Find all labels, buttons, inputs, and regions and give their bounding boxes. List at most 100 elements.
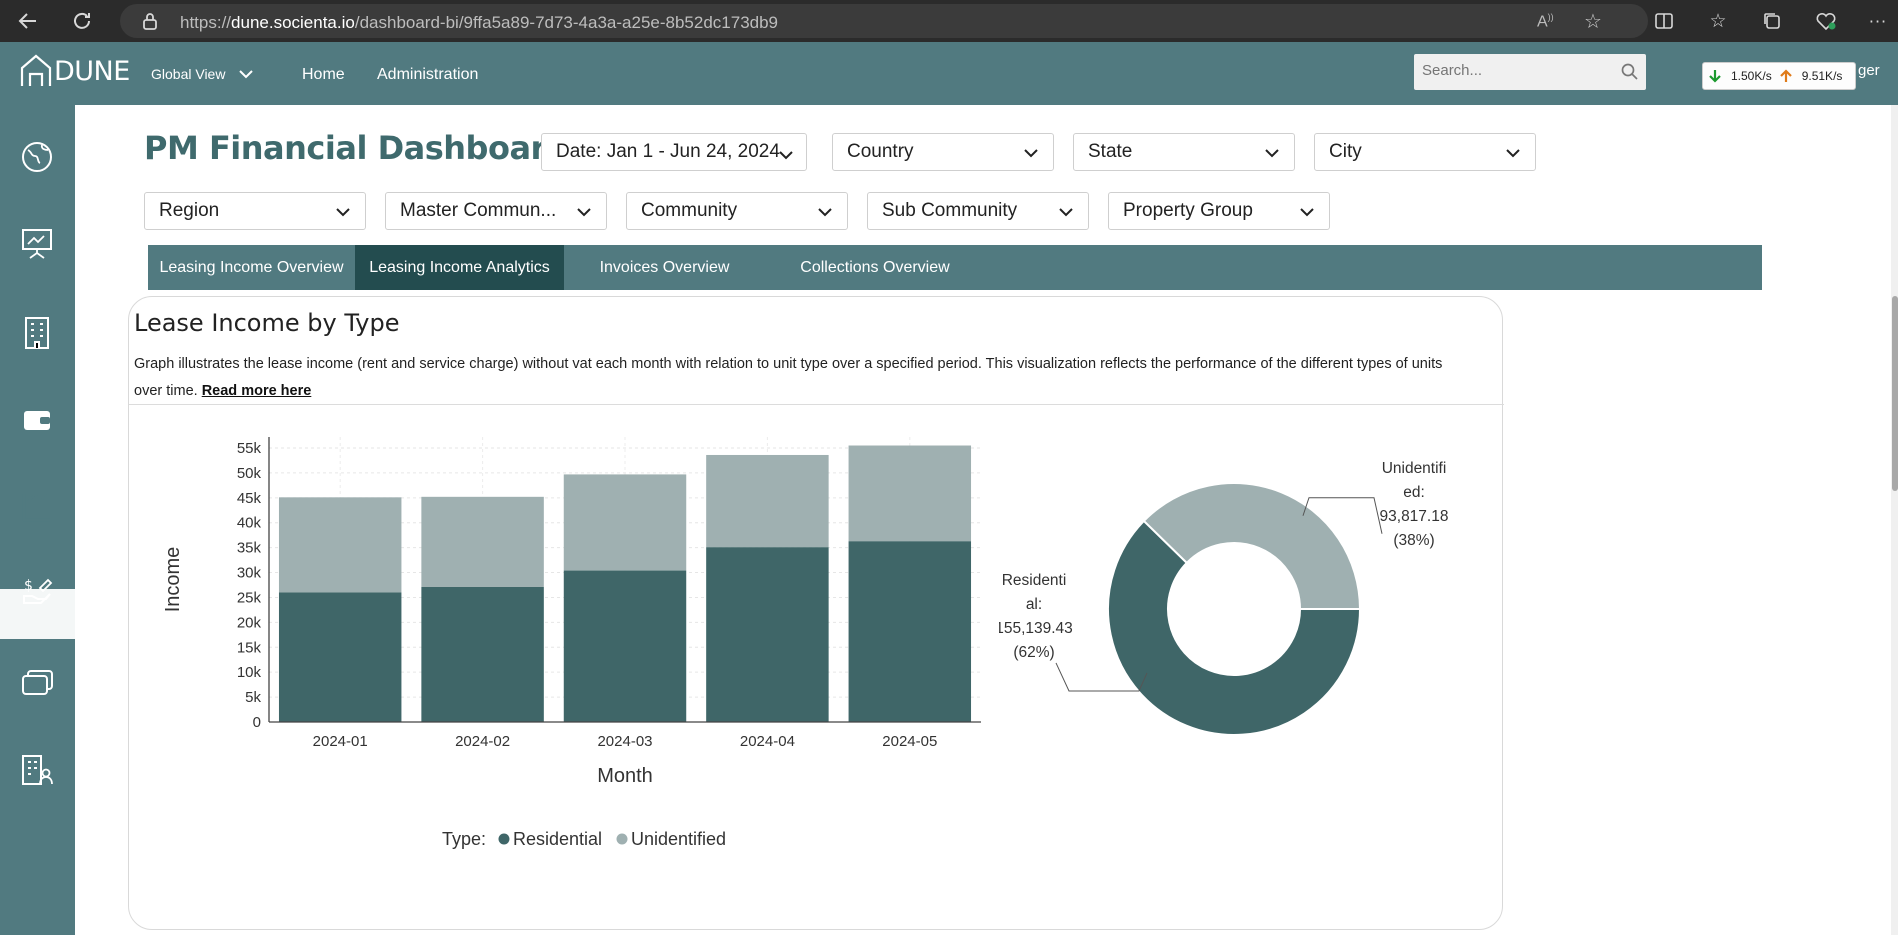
more-options-icon[interactable]: ··· — [1868, 11, 1888, 31]
leader-line-residential — [1055, 662, 1148, 692]
chevron-down-icon — [1300, 208, 1314, 217]
x-tick-label: 2024-05 — [882, 733, 937, 750]
read-aloud-icon[interactable]: A)) — [1537, 12, 1554, 31]
community-filter-label: Community — [641, 200, 738, 221]
chevron-down-icon — [779, 151, 793, 160]
nav-home[interactable]: Home — [302, 66, 345, 83]
x-tick-label: 2024-01 — [313, 733, 368, 750]
chevron-down-icon — [1059, 208, 1073, 217]
country-filter[interactable]: Country — [832, 133, 1054, 171]
bar-residential-2024-04 — [706, 547, 829, 722]
state-filter-label: State — [1088, 141, 1133, 162]
globe-icon[interactable] — [20, 140, 54, 174]
bar-unidentified-2024-02 — [421, 496, 544, 587]
community-filter[interactable]: Community — [626, 192, 848, 230]
lease-income-card: Lease Income by Type Graph illustrates t… — [128, 296, 1504, 930]
region-filter-label: Region — [159, 200, 220, 221]
region-filter[interactable]: Region — [144, 192, 366, 230]
legend-title: Type: — [442, 829, 486, 849]
y-tick-label: 25k — [237, 589, 262, 606]
presentation-icon[interactable] — [20, 226, 54, 260]
address-bar[interactable]: https://dune.socienta.io/dashboard-bi/9f… — [120, 4, 1648, 38]
x-axis-title: Month — [597, 765, 653, 787]
legend-swatch-residential — [498, 833, 510, 845]
y-tick-label: 10k — [237, 664, 262, 681]
slice-label-residential: 155,139.43 — [999, 620, 1073, 637]
user-menu[interactable]: ger — [1858, 62, 1880, 79]
search-icon[interactable] — [1621, 63, 1638, 85]
y-tick-label: 50k — [237, 465, 262, 482]
bar-unidentified-2024-03 — [563, 474, 687, 571]
svg-text:$: $ — [24, 578, 33, 594]
chevron-down-icon — [1265, 149, 1279, 158]
upload-arrow-icon — [1779, 69, 1792, 82]
building-icon[interactable] — [20, 316, 54, 350]
building-people-icon[interactable] — [20, 753, 54, 787]
y-tick-label: 35k — [237, 540, 262, 557]
tab-leasing-income-overview[interactable]: Leasing Income Overview — [159, 258, 344, 276]
x-tick-label: 2024-03 — [597, 733, 652, 750]
page-scrollbar[interactable] — [1891, 105, 1898, 935]
dashboard-tabs: Leasing Income Overview Leasing Income A… — [148, 245, 1762, 290]
y-tick-label: 0 — [253, 714, 261, 731]
date-filter[interactable]: Date: Jan 1 - Jun 24, 2024 — [541, 133, 807, 171]
logo-text: DUNE — [54, 55, 130, 87]
bar-residential-2024-03 — [563, 570, 687, 722]
tab-leasing-income-analytics[interactable]: Leasing Income Analytics — [355, 245, 564, 290]
bar-unidentified-2024-01 — [278, 497, 402, 593]
browser-health-icon[interactable] — [1812, 7, 1840, 35]
network-speed-widget: 1.50K/s 9.51K/s — [1702, 62, 1856, 90]
refresh-icon[interactable] — [68, 7, 96, 35]
split-screen-icon[interactable] — [1650, 7, 1678, 35]
page-title: PM Financial Dashboard — [144, 129, 569, 167]
y-axis-title: Income — [162, 547, 184, 613]
property-group-filter-label: Property Group — [1123, 200, 1253, 221]
analytics-chart-icon[interactable] — [20, 490, 54, 524]
slice-label-residential: (62%) — [1013, 644, 1054, 661]
state-filter[interactable]: State — [1073, 133, 1295, 171]
search-box[interactable] — [1414, 54, 1646, 90]
card-divider — [129, 404, 1504, 405]
date-filter-label: Date: Jan 1 - Jun 24, 2024 — [556, 141, 780, 162]
city-filter-label: City — [1329, 141, 1362, 162]
city-filter[interactable]: City — [1314, 133, 1536, 171]
bar-residential-2024-02 — [421, 586, 544, 722]
upload-speed: 9.51K/s — [1801, 69, 1843, 83]
slice-label-residential: al: — [1026, 596, 1042, 613]
sub-community-filter[interactable]: Sub Community — [867, 192, 1089, 230]
search-input[interactable] — [1422, 62, 1612, 79]
global-view-dropdown[interactable]: Global View — [151, 66, 254, 82]
url-text: https://dune.socienta.io/dashboard-bi/9f… — [180, 13, 779, 32]
tab-invoices-overview[interactable]: Invoices Overview — [599, 258, 730, 276]
read-more-link[interactable]: Read more here — [201, 383, 312, 399]
payment-hand-icon[interactable]: $ — [20, 576, 54, 610]
collections-icon[interactable] — [1758, 7, 1786, 35]
slice-label-unidentified: Unidentifi — [1382, 460, 1447, 477]
slice-label-residential: Residenti — [1002, 572, 1067, 589]
legend-swatch-unidentified — [616, 833, 628, 845]
donut-slice-unidentified — [1142, 482, 1362, 610]
master-community-filter[interactable]: Master Commun... — [385, 192, 607, 230]
scrollbar-thumb[interactable] — [1892, 296, 1898, 491]
country-filter-label: Country — [847, 141, 914, 162]
favorites-icon[interactable]: ☆ — [1709, 10, 1727, 32]
favorite-star-icon[interactable]: ☆ — [1584, 9, 1602, 33]
dune-logo[interactable]: DUNE — [20, 54, 130, 88]
y-tick-label: 45k — [237, 490, 262, 507]
donut-chart: Residenti al: 155,139.43 (62%) Unidentifi ed:… — [999, 460, 1449, 736]
slice-label-unidentified: 93,817.18 — [1380, 508, 1449, 525]
wallet-icon[interactable] — [20, 403, 54, 437]
back-arrow-icon[interactable] — [14, 7, 42, 35]
tab-collections-overview[interactable]: Collections Overview — [800, 258, 950, 276]
master-community-filter-label: Master Commun... — [400, 200, 557, 221]
stacked-bar-chart: 0 5k 10k 15k 20k 25k 30k 35k 40k 45k 50k 55k 2024-01… — [162, 437, 981, 849]
download-arrow-icon — [1709, 70, 1721, 83]
nav-administration[interactable]: Administration — [377, 66, 479, 83]
cards-stack-icon[interactable] — [20, 665, 54, 699]
property-group-filter[interactable]: Property Group — [1108, 192, 1330, 230]
chevron-down-icon — [336, 208, 350, 217]
legend-label-residential: Residential — [513, 829, 602, 849]
leader-line-unidentified — [1302, 497, 1383, 534]
chevron-down-icon — [577, 208, 591, 217]
lock-icon — [142, 12, 158, 35]
